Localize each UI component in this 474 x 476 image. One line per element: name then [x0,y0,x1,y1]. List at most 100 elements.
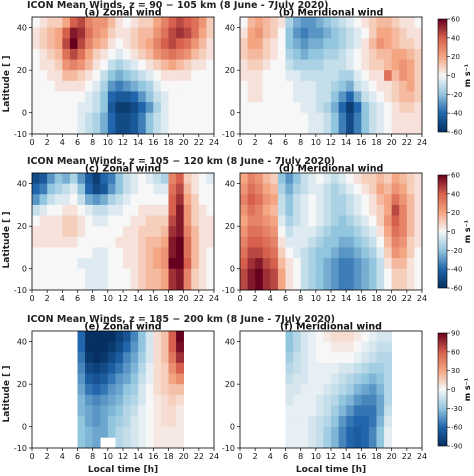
heatmap-cell [191,112,200,135]
y-tick-label: 20 [225,222,235,231]
heatmap-cell [353,268,362,291]
heatmap-cell [107,112,116,135]
row-title-1: ICON Mean Winds, z = 90 − 105 km (8 June… [27,0,328,11]
x-tick-label: 16 [356,452,366,461]
heatmap-cell [206,112,215,135]
heatmap-cell [399,112,408,135]
heatmap-cell [240,268,248,291]
x-tick-label: 22 [194,452,204,461]
colorbar [437,332,448,447]
colorbar-tick-label: 20 [451,209,460,217]
colorbar-tick-label: -20 [451,247,462,255]
x-tick-label: 20 [387,138,397,147]
heatmap-cell [107,416,116,438]
x-tick-label: 6 [75,138,80,147]
x-tick-label: 16 [148,138,158,147]
x-tick-label: 4 [268,294,273,303]
y-tick-label: 40 [17,180,27,189]
x-tick-label: 8 [90,452,95,461]
y-tick-label: -10 [14,444,27,453]
x-tick-label: 10 [311,452,321,461]
heatmap-cell [376,112,385,135]
colorbar-tick-label: 20 [451,53,460,61]
colorbar-unit-label: m s⁻¹ [463,63,472,87]
heatmap-cell [338,268,347,291]
x-tick-label: 4 [60,452,65,461]
heatmap-cell [399,268,408,291]
x-tick-label: 12 [118,138,128,147]
panel-title: (d) Meridional wind [279,164,384,175]
x-tick-label: 24 [417,294,427,303]
heatmap-cell [92,112,101,135]
x-tick-label: 16 [148,452,158,461]
x-tick-label: 18 [163,452,173,461]
x-tick-label: 12 [118,294,128,303]
heatmap-cell [168,426,177,449]
heatmap-cell [107,268,116,291]
heatmap-cell [376,426,385,449]
heatmap-cell [176,268,184,291]
y-tick-label: 20 [17,66,27,75]
heatmap-cell [300,426,309,449]
x-tick-label: 16 [356,138,366,147]
heatmap-cell [54,268,63,291]
heatmap-cell [293,426,301,449]
heatmap-cell [361,426,370,449]
heatmap-cell [198,112,207,135]
heatmap-cell [153,426,162,449]
heatmap-cell [123,268,131,291]
heatmap-cell [168,268,177,291]
x-tick-label: 18 [371,138,381,147]
x-tick-label: 6 [75,452,80,461]
x-tick-label: 2 [45,452,50,461]
heatmap-cell [285,112,294,135]
y-tick-label: 20 [225,380,235,389]
x-tick-label: 18 [163,294,173,303]
panel-title: (c) Zonal wind [85,164,161,175]
x-tick-label: 2 [253,138,258,147]
colorbar-tick-label: 0 [451,386,455,394]
x-tick-label: 8 [298,138,303,147]
colorbar-row-1: 60 40 20 0 -20 -40 -60 m s⁻¹ [437,16,472,137]
x-tick-label: 0 [237,294,242,303]
heatmap-cell [77,268,86,291]
colorbar-tick-label: -60 [451,424,462,432]
heatmap-cell [62,268,71,291]
heatmap-cell [346,268,355,291]
heatmap-cell [92,426,101,449]
y-tick-label: 0 [230,423,235,432]
heatmap-cell [123,112,131,135]
y-tick-label: 0 [230,109,235,118]
x-tick-label: 20 [179,452,189,461]
heatmap-cell [32,268,40,291]
heatmap-cell [384,112,392,135]
x-tick-label: 14 [133,294,143,303]
colorbar-unit-label: m s⁻¹ [463,377,472,401]
xlabel-left: Local time [h] [88,465,158,475]
heatmap-cell [315,426,324,449]
colorbar-tick-label: -20 [451,91,462,99]
heatmap-cell [406,268,415,291]
heatmap-cell [69,268,78,291]
y-tick-label: 20 [17,222,27,231]
heatmap-cell [368,268,377,291]
x-tick-label: 10 [311,294,321,303]
heatmap-cell [346,112,355,135]
colorbar-tick-label: -30 [451,405,462,413]
heatmap-cell [145,268,154,291]
x-tick-label: 22 [402,294,412,303]
x-tick-label: 4 [60,294,65,303]
panel-title: (b) Meridional wind [279,8,384,19]
x-tick-label: 10 [311,138,321,147]
colorbar-tick-label: 60 [451,16,460,24]
colorbar [437,18,448,133]
x-tick-label: 10 [103,294,113,303]
x-tick-label: 0 [237,138,242,147]
heatmap-cell [338,426,347,449]
heatmap-cell [191,268,200,291]
heatmap-cell [391,112,400,135]
y-tick-label: 40 [225,180,235,189]
x-tick-label: 16 [356,294,366,303]
